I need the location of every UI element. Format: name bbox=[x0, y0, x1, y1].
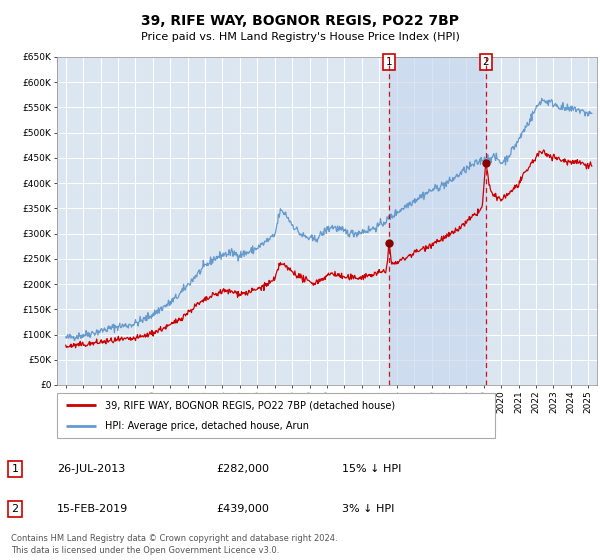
Text: 39, RIFE WAY, BOGNOR REGIS, PO22 7BP (detached house): 39, RIFE WAY, BOGNOR REGIS, PO22 7BP (de… bbox=[105, 400, 395, 410]
Text: 26-JUL-2013: 26-JUL-2013 bbox=[57, 464, 125, 474]
Text: 3% ↓ HPI: 3% ↓ HPI bbox=[342, 504, 394, 514]
Text: HPI: Average price, detached house, Arun: HPI: Average price, detached house, Arun bbox=[105, 421, 309, 431]
Text: 2: 2 bbox=[482, 57, 489, 67]
Text: This data is licensed under the Open Government Licence v3.0.: This data is licensed under the Open Gov… bbox=[11, 546, 279, 555]
Text: £282,000: £282,000 bbox=[216, 464, 269, 474]
Text: 39, RIFE WAY, BOGNOR REGIS, PO22 7BP: 39, RIFE WAY, BOGNOR REGIS, PO22 7BP bbox=[141, 14, 459, 28]
Text: 1: 1 bbox=[11, 464, 19, 474]
Text: Price paid vs. HM Land Registry's House Price Index (HPI): Price paid vs. HM Land Registry's House … bbox=[140, 32, 460, 42]
Text: 15% ↓ HPI: 15% ↓ HPI bbox=[342, 464, 401, 474]
Text: 1: 1 bbox=[386, 57, 392, 67]
FancyBboxPatch shape bbox=[57, 393, 495, 438]
Bar bbox=[389, 57, 486, 385]
Text: 2: 2 bbox=[11, 504, 19, 514]
Text: Contains HM Land Registry data © Crown copyright and database right 2024.: Contains HM Land Registry data © Crown c… bbox=[11, 534, 337, 543]
Text: 15-FEB-2019: 15-FEB-2019 bbox=[57, 504, 128, 514]
Text: £439,000: £439,000 bbox=[216, 504, 269, 514]
